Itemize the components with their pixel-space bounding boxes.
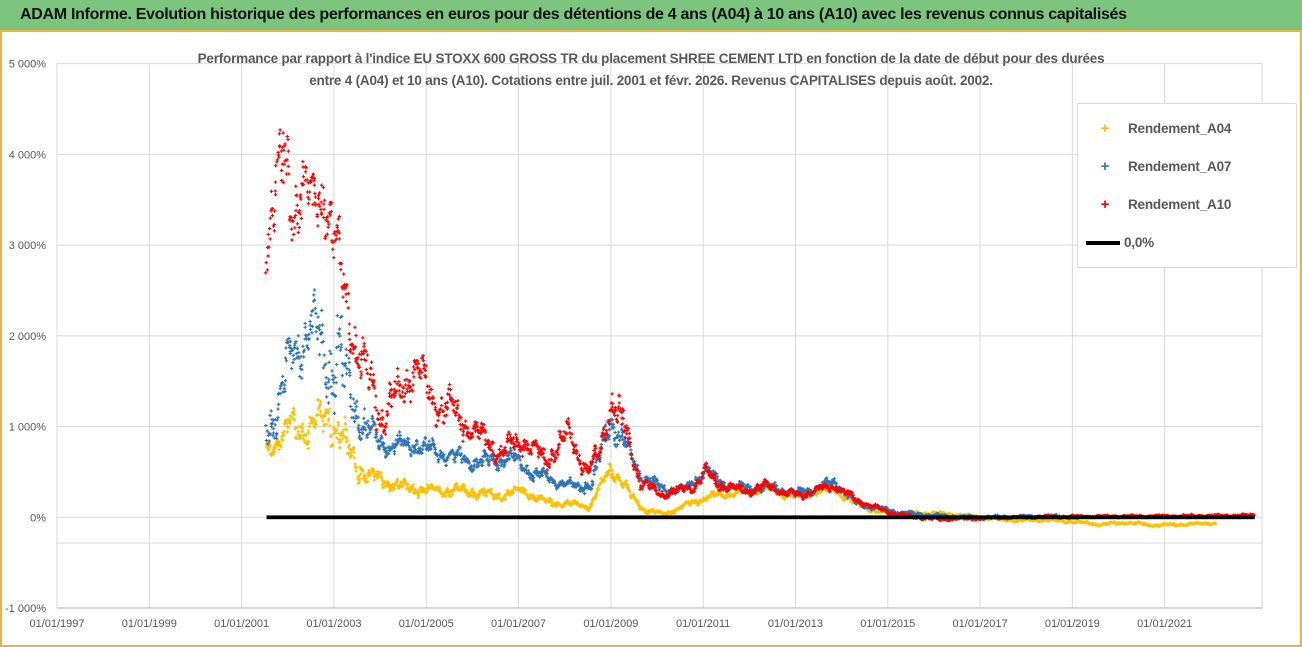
y-tick-label: 2 000% <box>9 331 47 343</box>
plus-marker-icon: + <box>1100 120 1110 137</box>
zero-line-swatch-icon <box>1086 240 1120 245</box>
chart-legend: + Rendement_A04 + Rendement_A07 + Rendem… <box>1077 103 1297 268</box>
x-tick-label: 01/01/1999 <box>122 618 177 630</box>
x-tick-label: 01/01/1997 <box>29 618 84 630</box>
x-tick-label: 01/01/2005 <box>399 618 454 630</box>
y-tick-label: -1 000% <box>5 603 46 615</box>
y-tick-label: 4 000% <box>9 149 47 161</box>
legend-label: Rendement_A10 <box>1128 197 1232 212</box>
x-tick-label: 01/01/2021 <box>1137 618 1192 630</box>
axis-labels: 5 000% 4 000% 3 000% 2 000% 1 000% 0% -1 000% 0… <box>5 59 1192 630</box>
x-tick-label: 01/01/2015 <box>860 618 915 630</box>
x-tick-label: 01/01/2007 <box>491 618 546 630</box>
legend-label: Rendement_A07 <box>1128 159 1232 174</box>
series-rendement-a04[interactable] <box>264 397 1218 529</box>
legend-item-rendement-a07[interactable]: + Rendement_A07 <box>1078 148 1296 186</box>
y-tick-label: 3 000% <box>9 240 47 252</box>
zero-line-series[interactable] <box>266 515 1255 520</box>
report-header-title: ADAM Informe. Evolution historique des p… <box>20 6 1127 23</box>
legend-label: Rendement_A04 <box>1128 121 1232 136</box>
y-tick-label: 1 000% <box>9 422 47 434</box>
x-tick-label: 01/01/2009 <box>583 618 638 630</box>
legend-label: 0,0% <box>1124 235 1154 250</box>
report-header-bar: ADAM Informe. Evolution historique des p… <box>0 0 1302 30</box>
x-tick-label: 01/01/2001 <box>214 618 269 630</box>
plus-marker-icon: + <box>1100 196 1110 213</box>
y-tick-label: 0% <box>30 512 46 524</box>
y-tick-label: 5 000% <box>9 59 47 71</box>
legend-item-zero-line[interactable]: 0,0% <box>1078 224 1296 262</box>
legend-item-rendement-a10[interactable]: + Rendement_A10 <box>1078 186 1296 224</box>
x-tick-label: 01/01/2003 <box>306 618 361 630</box>
x-tick-label: 01/01/2011 <box>676 618 730 630</box>
x-tick-label: 01/01/2013 <box>768 618 823 630</box>
plus-marker-icon: + <box>1100 158 1110 175</box>
x-tick-label: 01/01/2019 <box>1045 618 1100 630</box>
legend-item-rendement-a04[interactable]: + Rendement_A04 <box>1078 110 1296 148</box>
performance-scatter-plot[interactable]: 5 000% 4 000% 3 000% 2 000% 1 000% 0% -1 000% 0… <box>0 30 1302 647</box>
x-tick-label: 01/01/2017 <box>953 618 1008 630</box>
